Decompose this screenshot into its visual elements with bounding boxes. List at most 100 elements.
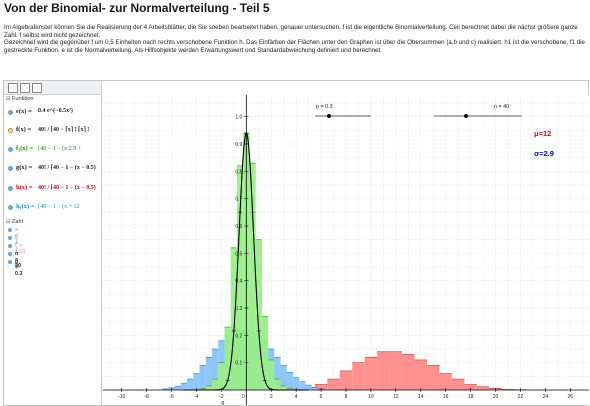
x-tick-label: 16: [443, 394, 449, 400]
histogram-bar: [212, 349, 219, 390]
x-tick-label: 18: [468, 394, 474, 400]
x-tick-label: 20: [493, 394, 499, 400]
move-tool-icon[interactable]: [8, 83, 18, 93]
category-numbers-label: Zahl: [12, 219, 23, 225]
histogram-bar: [414, 359, 427, 390]
y-tick-label: 0.8: [235, 169, 242, 175]
graphics-view[interactable]: -10 -8 -6 -4 -2 2 4 6 8 10 12 14 16 18 20 22 24 26 0 0.1 0.2…: [103, 95, 589, 405]
visibility-toggle-icon[interactable]: [8, 236, 12, 240]
histogram-bar: [274, 379, 281, 390]
visibility-toggle-icon[interactable]: [8, 147, 13, 152]
function-name: h(x) =: [16, 184, 33, 191]
function-expression: 0.4 e^(−0.5x²): [38, 108, 73, 114]
mu-label: μ=12: [534, 129, 551, 138]
x-axis-label: g: [221, 400, 224, 405]
algebra-view: ⊟Funktion e(x) = 0.4 e^(−0.5x²) f(x) = 4…: [4, 95, 102, 405]
function-expression: ⌈40 − 1 − (x 2.9 +: [38, 146, 81, 152]
histogram-bar: [187, 379, 194, 390]
plot-canvas[interactable]: -10 -8 -6 -4 -2 2 4 6 8 10 12 14 16 18 20 22 24 2600.10.2…: [103, 95, 589, 405]
y-tick-label: 0.4: [235, 279, 242, 285]
function-expression: ⌈40 − 1 − (x + 12: [38, 204, 80, 210]
histogram-bar: [280, 365, 287, 390]
function-expression: 40! / ⌈40 − ⌈x⌉ ! ⌈x⌉ !: [38, 127, 90, 133]
number-label: b = 1: [15, 235, 19, 253]
x-tick-label: 10: [368, 394, 374, 400]
y-tick-label: 0.7: [235, 197, 242, 203]
x-tick-label: 14: [418, 394, 424, 400]
histogram-bar: [205, 357, 213, 390]
x-tick-label: 8: [345, 394, 348, 400]
geogebra-applet[interactable]: ⊟Funktion e(x) = 0.4 e^(−0.5x²) f(x) = 4…: [3, 80, 589, 406]
page-header: Von der Binomial- zur Normalverteilung -…: [0, 0, 590, 17]
x-tick-label: -6: [169, 394, 174, 400]
grid: [103, 95, 589, 390]
histogram-bar: [305, 385, 312, 390]
collapse-icon[interactable]: ⊟: [6, 96, 11, 102]
collapse-icon[interactable]: ⊟: [6, 219, 11, 225]
slider-n[interactable]: n = 40: [434, 104, 522, 118]
histogram-bar: [174, 386, 181, 390]
x-tick-label: 6: [320, 394, 323, 400]
histogram-bar: [286, 388, 294, 390]
histogram-bar: [364, 357, 378, 390]
normal-curve: [184, 132, 309, 391]
visibility-toggle-icon[interactable]: [8, 205, 13, 210]
histogram-bar: [293, 377, 300, 390]
description-paragraph-1: Im Algebrafenster können Sie die Realisi…: [4, 24, 578, 39]
histogram-bar: [439, 373, 452, 390]
histogram-bar: [451, 379, 465, 390]
histogram-bar: [199, 365, 206, 390]
slider-p[interactable]: p = 0.3: [315, 104, 371, 118]
function-name: f₁(x) =: [16, 145, 34, 152]
histogram-bar: [476, 386, 490, 390]
description-paragraph-2: Gezeichnet wird die gegenüber f um 0,5 E…: [4, 39, 585, 54]
histogram-bar: [180, 383, 188, 390]
x-tick-label: -8: [144, 394, 149, 400]
number-label: a = 1: [15, 227, 19, 245]
sort-tool-icon[interactable]: [32, 83, 42, 93]
visibility-toggle-icon[interactable]: [8, 128, 13, 133]
histogram-bar: [224, 327, 231, 390]
x-tick-label: -4: [194, 394, 199, 400]
visibility-toggle-icon[interactable]: [8, 110, 13, 115]
histogram-bar: [162, 388, 169, 390]
function-name: e(x) =: [16, 108, 32, 115]
function-name: g(x) =: [16, 164, 33, 171]
x-tick-label: 4: [295, 394, 298, 400]
histogram-bar: [268, 359, 275, 390]
function-expression: 40! / ⌈40 − 1 − (x − 0.5): [38, 185, 96, 191]
x-tick-label: 2: [270, 394, 273, 400]
histogram-bar: [205, 385, 213, 390]
page-title: Von der Binomial- zur Normalverteilung -…: [4, 1, 270, 15]
histogram-bar: [274, 357, 281, 390]
histogram-bar: [261, 316, 269, 390]
number-label: c = 1.01: [15, 243, 26, 255]
y-tick-label: 0.5: [235, 251, 242, 257]
visibility-toggle-icon[interactable]: [8, 260, 12, 264]
y-tick-label: 0.9: [235, 142, 242, 148]
slider-p-handle[interactable]: [327, 114, 331, 118]
y-tick-label: 0.2: [235, 333, 242, 339]
visibility-toggle-icon[interactable]: [8, 166, 13, 171]
histogram-bar: [193, 373, 200, 390]
x-tick-label: 22: [518, 394, 524, 400]
slider-n-handle[interactable]: [464, 114, 468, 118]
function-name: f(x) =: [16, 126, 32, 133]
x-tick-label: 24: [543, 394, 549, 400]
x-tick-label: 26: [568, 394, 574, 400]
x-tick-label: -2: [219, 394, 224, 400]
histogram-bar: [249, 163, 256, 390]
category-functions-label: Funktion: [12, 96, 34, 102]
category-numbers[interactable]: ⊟Zahl: [6, 219, 23, 225]
histogram-bar: [339, 370, 353, 390]
histogram-bar: [199, 388, 206, 390]
category-functions[interactable]: ⊟Funktion: [6, 96, 33, 102]
visibility-toggle-icon[interactable]: [8, 252, 12, 256]
visibility-toggle-icon[interactable]: [8, 244, 12, 248]
axes: -10 -8 -6 -4 -2 2 4 6 8 10 12 14 16 18 20 22 24 2600.10.2…: [103, 95, 589, 405]
histogram-bar: [255, 239, 262, 390]
visibility-toggle-icon[interactable]: [8, 228, 12, 232]
list-tool-icon[interactable]: [20, 83, 30, 93]
histogram-bar: [311, 387, 318, 390]
visibility-toggle-icon[interactable]: [8, 186, 13, 191]
